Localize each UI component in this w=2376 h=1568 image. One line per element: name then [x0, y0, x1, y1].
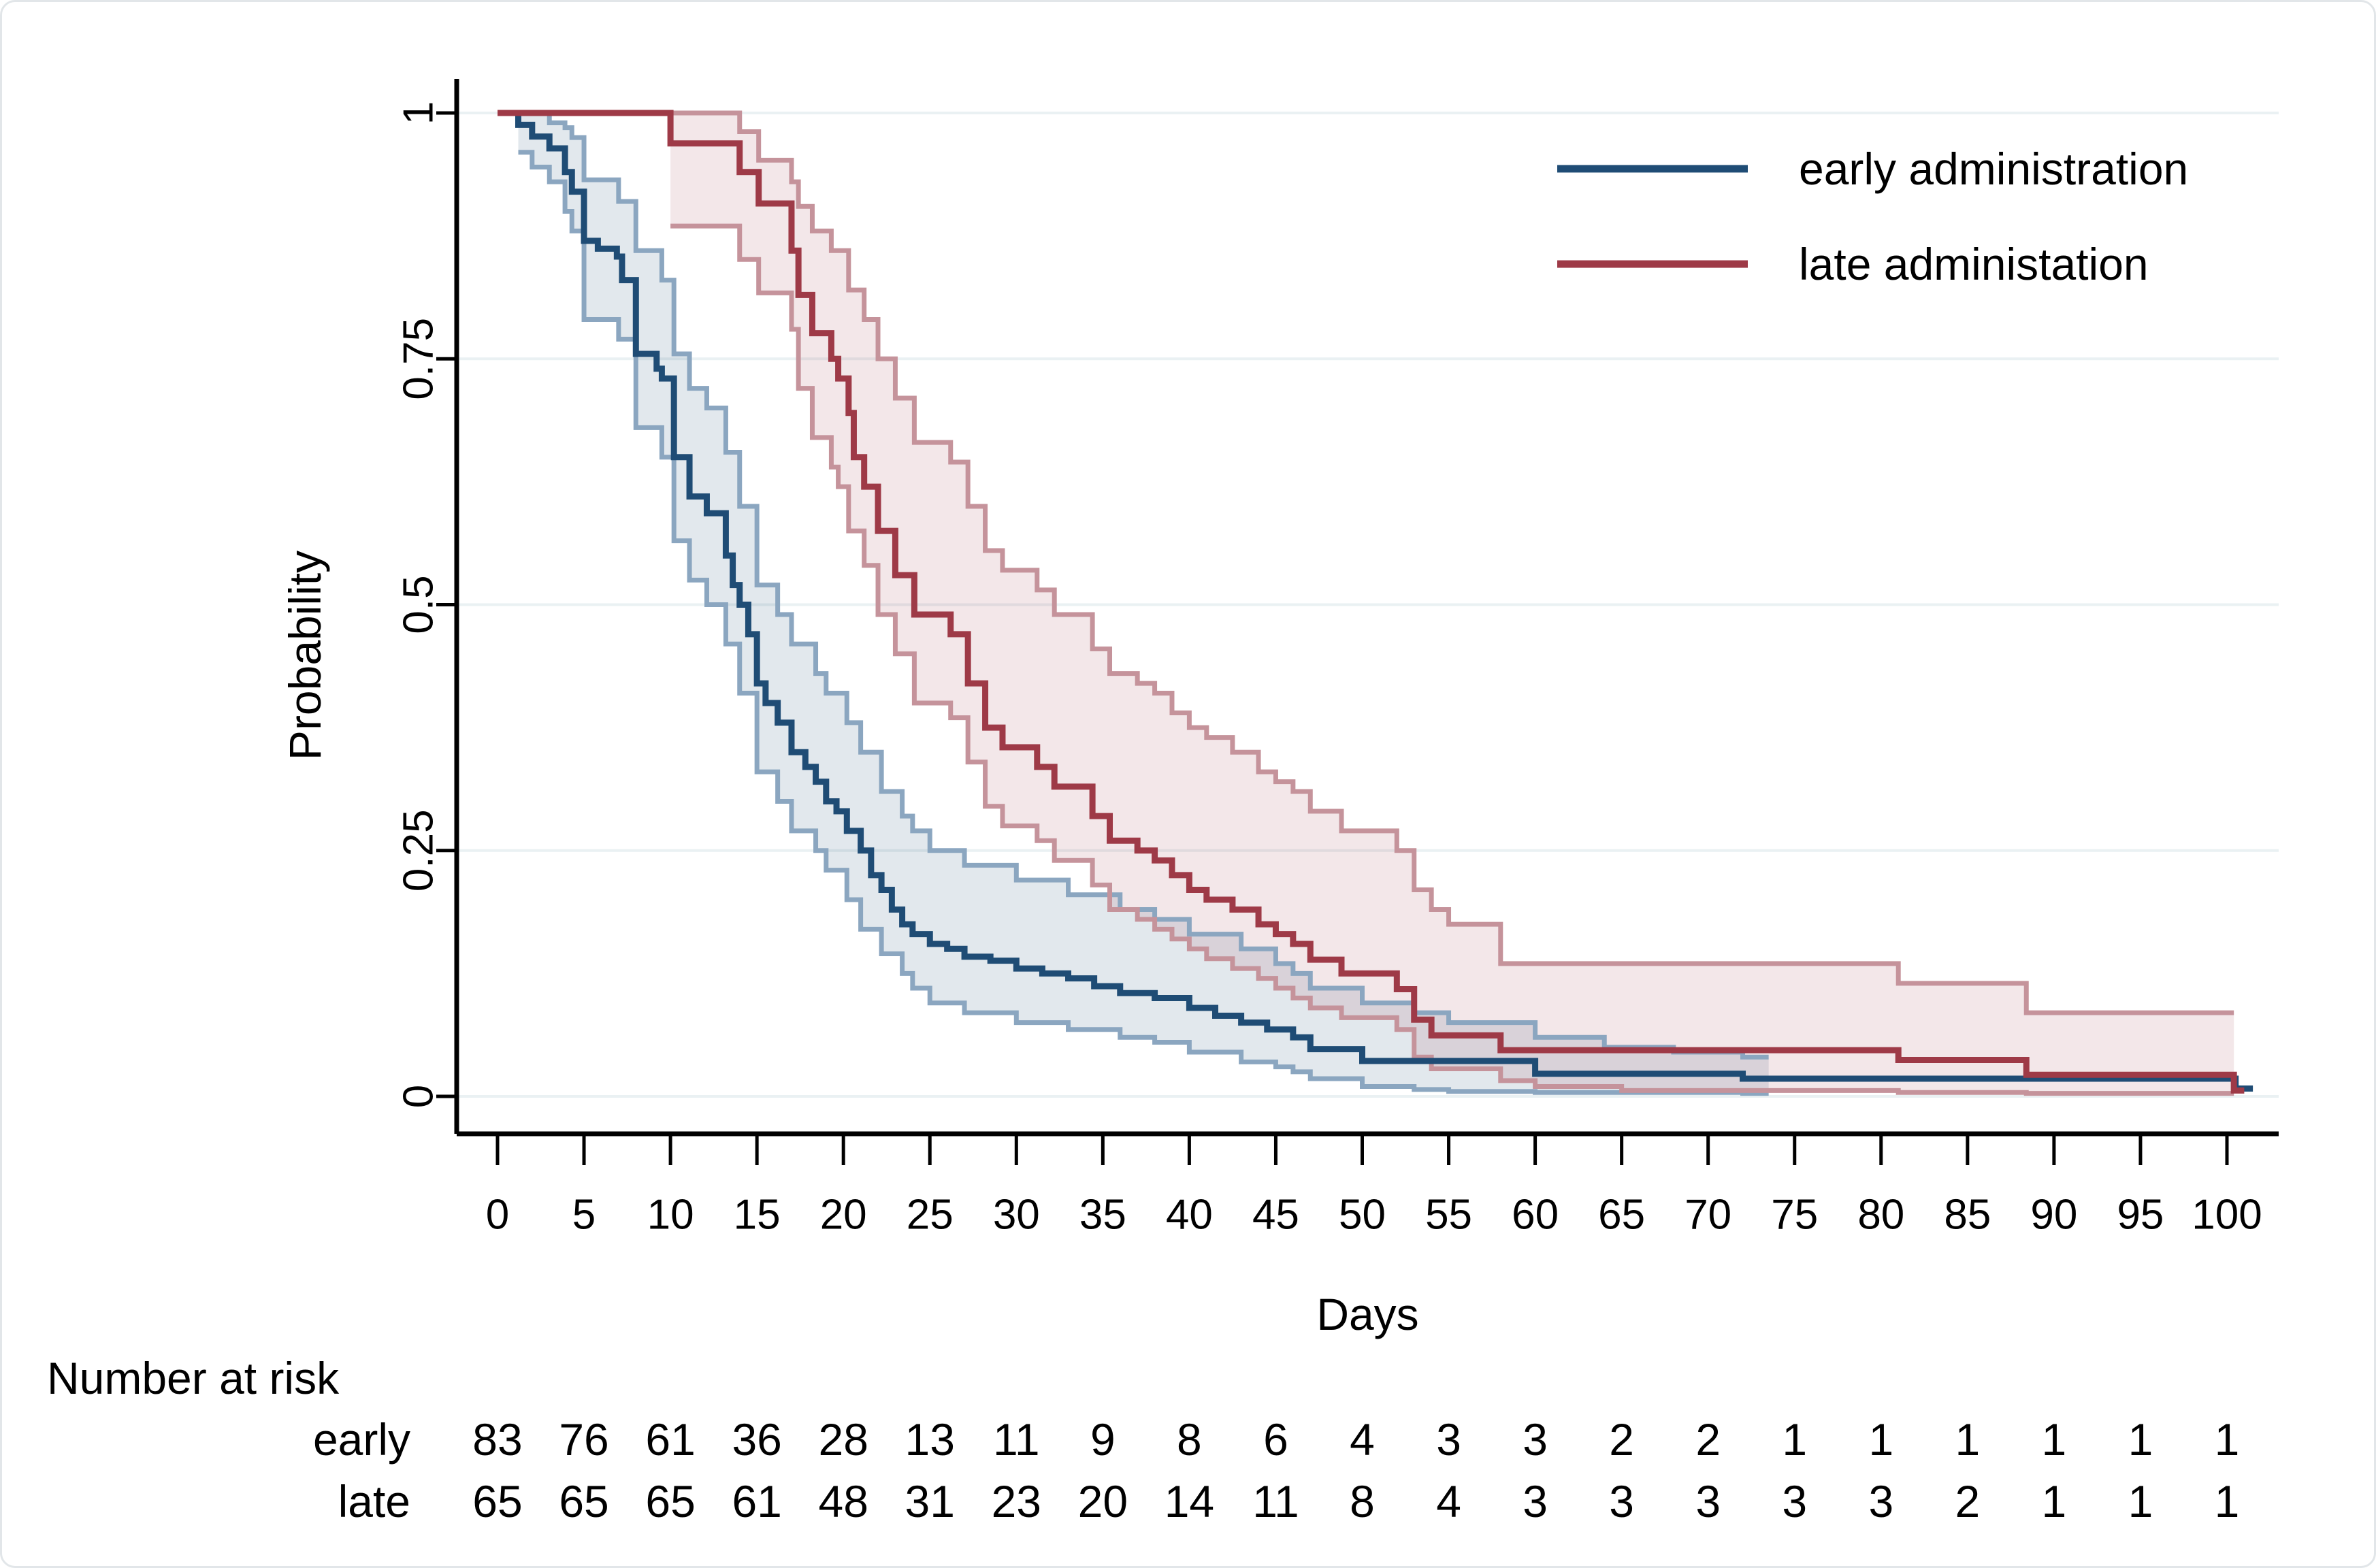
risk-value-early-day-70: 2 — [1695, 1414, 1721, 1465]
risk-value-early-day-15: 36 — [732, 1414, 781, 1465]
risk-value-late-day-20: 48 — [818, 1476, 868, 1526]
risk-value-late-day-0: 65 — [472, 1476, 522, 1526]
risk-value-late-day-95: 1 — [2128, 1476, 2153, 1526]
x-tick-label-40: 40 — [1166, 1192, 1213, 1239]
x-tick-label-65: 65 — [1598, 1192, 1645, 1239]
x-tick-label-15: 15 — [734, 1192, 781, 1239]
x-tick-label-75: 75 — [1771, 1192, 1818, 1239]
risk-value-early-day-95: 1 — [2128, 1414, 2153, 1465]
risk-value-early-day-55: 3 — [1436, 1414, 1461, 1465]
x-tick-label-95: 95 — [2117, 1192, 2164, 1239]
x-tick-label-25: 25 — [907, 1192, 954, 1239]
x-tick-label-100: 100 — [2192, 1192, 2262, 1239]
risk-value-early-day-100: 1 — [2215, 1414, 2240, 1465]
risk-value-early-day-30: 11 — [993, 1414, 1040, 1465]
survival-curve-early — [498, 110, 2253, 1092]
x-tick-label-85: 85 — [1944, 1192, 1991, 1239]
x-tick-label-45: 45 — [1252, 1192, 1299, 1239]
risk-value-late-day-80: 3 — [1868, 1476, 1893, 1526]
risk-value-late-day-85: 2 — [1955, 1476, 1980, 1526]
x-tick-label-30: 30 — [993, 1192, 1040, 1239]
x-tick-label-50: 50 — [1339, 1192, 1386, 1239]
y-tick-label-1: 1 — [395, 101, 442, 125]
risk-value-early-day-50: 4 — [1350, 1414, 1375, 1465]
risk-value-late-day-55: 4 — [1436, 1476, 1461, 1526]
risk-value-late-day-70: 3 — [1695, 1476, 1721, 1526]
x-tick-label-90: 90 — [2030, 1192, 2077, 1239]
ci-upper-line-late — [670, 110, 2234, 1015]
risk-value-late-day-90: 1 — [2042, 1476, 2067, 1526]
y-tick-label-0.75: 0.75 — [395, 318, 442, 400]
ci-band-late — [670, 113, 2234, 1094]
risk-row-label-late: late — [338, 1476, 410, 1526]
survival-curves — [498, 110, 2253, 1094]
ci-band-early — [518, 113, 1769, 1094]
risk-value-late-day-25: 31 — [905, 1476, 955, 1526]
risk-value-early-day-45: 6 — [1263, 1414, 1288, 1465]
risk-value-late-day-50: 8 — [1350, 1476, 1375, 1526]
y-axis-title: Probability — [280, 551, 330, 760]
risk-value-early-day-85: 1 — [1955, 1414, 1980, 1465]
risk-value-late-day-15: 61 — [732, 1476, 781, 1526]
x-tick-label-10: 10 — [647, 1192, 694, 1239]
axes — [436, 79, 2279, 1165]
risk-table-title: Number at risk — [47, 1353, 340, 1403]
risk-value-early-day-40: 8 — [1177, 1414, 1202, 1465]
survival-curve-late — [498, 110, 2245, 1094]
risk-value-early-day-35: 9 — [1090, 1414, 1116, 1465]
ci-lower-line-late — [670, 223, 2234, 1096]
risk-value-late-day-60: 3 — [1523, 1476, 1548, 1526]
risk-value-late-day-40: 14 — [1165, 1476, 1214, 1526]
risk-value-early-day-25: 13 — [905, 1414, 955, 1465]
x-tick-label-20: 20 — [820, 1192, 867, 1239]
legend: early administration late administation — [1557, 144, 2188, 289]
risk-value-early-day-10: 61 — [645, 1414, 695, 1465]
x-tick-label-0: 0 — [486, 1192, 509, 1239]
risk-value-early-day-20: 28 — [818, 1414, 868, 1465]
x-tick-label-35: 35 — [1079, 1192, 1126, 1239]
risk-value-late-day-65: 3 — [1609, 1476, 1634, 1526]
x-tick-label-55: 55 — [1425, 1192, 1472, 1239]
risk-row-label-early: early — [313, 1414, 410, 1465]
x-axis-title: Days — [1316, 1289, 1418, 1339]
x-tick-label-80: 80 — [1857, 1192, 1904, 1239]
x-tick-label-5: 5 — [572, 1192, 596, 1239]
risk-value-late-day-45: 11 — [1252, 1476, 1299, 1526]
legend-label-late: late administation — [1799, 239, 2149, 289]
risk-value-late-day-10: 65 — [645, 1476, 695, 1526]
gridlines — [458, 112, 2279, 1098]
ci-upper-line-early — [518, 110, 1769, 1060]
risk-value-early-day-75: 1 — [1782, 1414, 1807, 1465]
confidence-bands — [518, 113, 2234, 1094]
risk-value-late-day-35: 20 — [1078, 1476, 1128, 1526]
x-tick-label-60: 60 — [1512, 1192, 1559, 1239]
risk-value-early-day-60: 3 — [1523, 1414, 1548, 1465]
risk-value-late-day-75: 3 — [1782, 1476, 1807, 1526]
risk-value-early-day-5: 76 — [559, 1414, 608, 1465]
risk-value-late-day-100: 1 — [2215, 1476, 2240, 1526]
y-tick-label-0.5: 0.5 — [395, 575, 442, 634]
risk-value-late-day-30: 23 — [992, 1476, 1041, 1526]
risk-value-late-day-5: 65 — [559, 1476, 608, 1526]
risk-value-early-day-65: 2 — [1609, 1414, 1634, 1465]
legend-label-early: early administration — [1799, 144, 2188, 194]
x-tick-label-70: 70 — [1685, 1192, 1731, 1239]
risk-value-early-day-80: 1 — [1868, 1414, 1893, 1465]
risk-value-early-day-0: 83 — [472, 1414, 522, 1465]
y-tick-label-0.25: 0.25 — [395, 809, 442, 892]
risk-value-early-day-90: 1 — [2042, 1414, 2067, 1465]
y-tick-label-0: 0 — [395, 1085, 442, 1108]
